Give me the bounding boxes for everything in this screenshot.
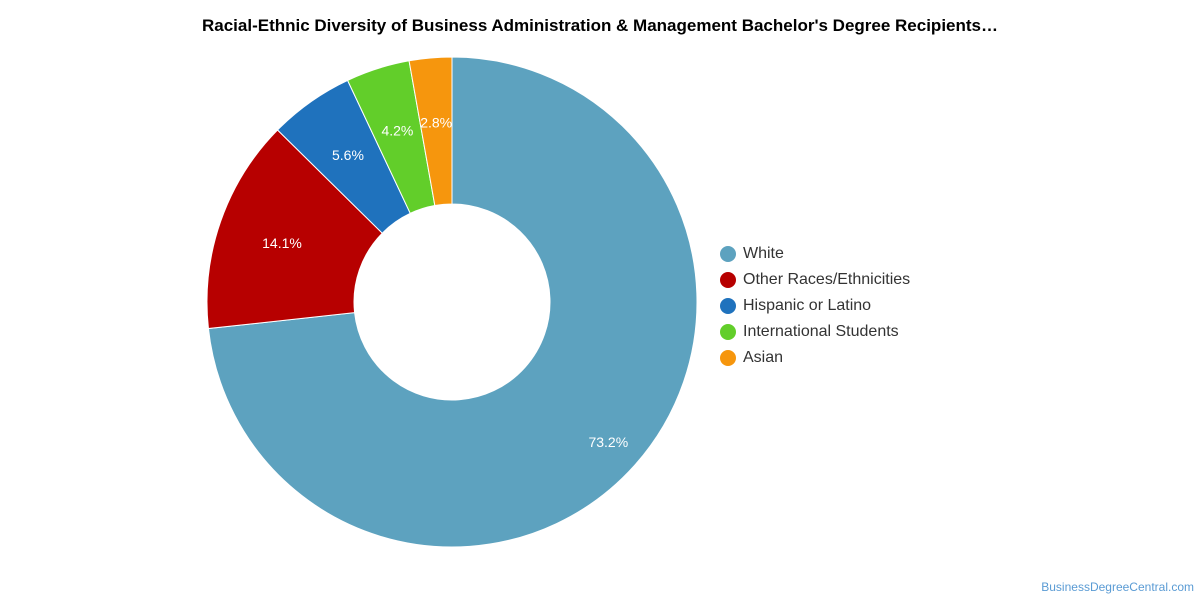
slice-white[interactable]: [207, 56, 698, 548]
legend-item-white[interactable]: White: [720, 241, 910, 267]
legend-label-international-students: International Students: [743, 323, 899, 340]
legend-swatch-international-students: [720, 324, 736, 340]
legend-label-white: White: [743, 245, 784, 262]
legend-label-other-races: Other Races/Ethnicities: [743, 271, 911, 288]
legend-item-international-students[interactable]: International Students: [720, 319, 910, 345]
legend-item-asian[interactable]: Asian: [720, 345, 910, 371]
legend-swatch-white: [720, 246, 736, 262]
slice-label-white: 73.2%: [588, 434, 628, 450]
slice-label-asian: 2.8%: [420, 115, 452, 131]
slice-label-other-races: 14.1%: [262, 235, 302, 251]
legend-swatch-asian: [720, 350, 736, 366]
chart-legend: White Other Races/Ethnicities Hispanic o…: [720, 241, 910, 371]
chart-title: Racial-Ethnic Diversity of Business Admi…: [201, 16, 998, 35]
source-credit-link[interactable]: BusinessDegreeCentral.com: [1041, 580, 1194, 594]
legend-swatch-other-races: [720, 272, 736, 288]
slice-asian[interactable]: [408, 56, 453, 207]
slice-other-races[interactable]: [206, 129, 383, 330]
legend-item-hispanic-latino[interactable]: Hispanic or Latino: [720, 293, 910, 319]
legend-label-hispanic-latino: Hispanic or Latino: [743, 297, 872, 314]
legend-label-asian: Asian: [743, 349, 784, 366]
slice-label-international-students: 4.2%: [381, 122, 413, 138]
legend-item-other-races[interactable]: Other Races/Ethnicities: [720, 267, 910, 293]
legend-swatch-hispanic-latino: [720, 298, 736, 314]
slice-label-hispanic-latino: 5.6%: [332, 147, 364, 163]
